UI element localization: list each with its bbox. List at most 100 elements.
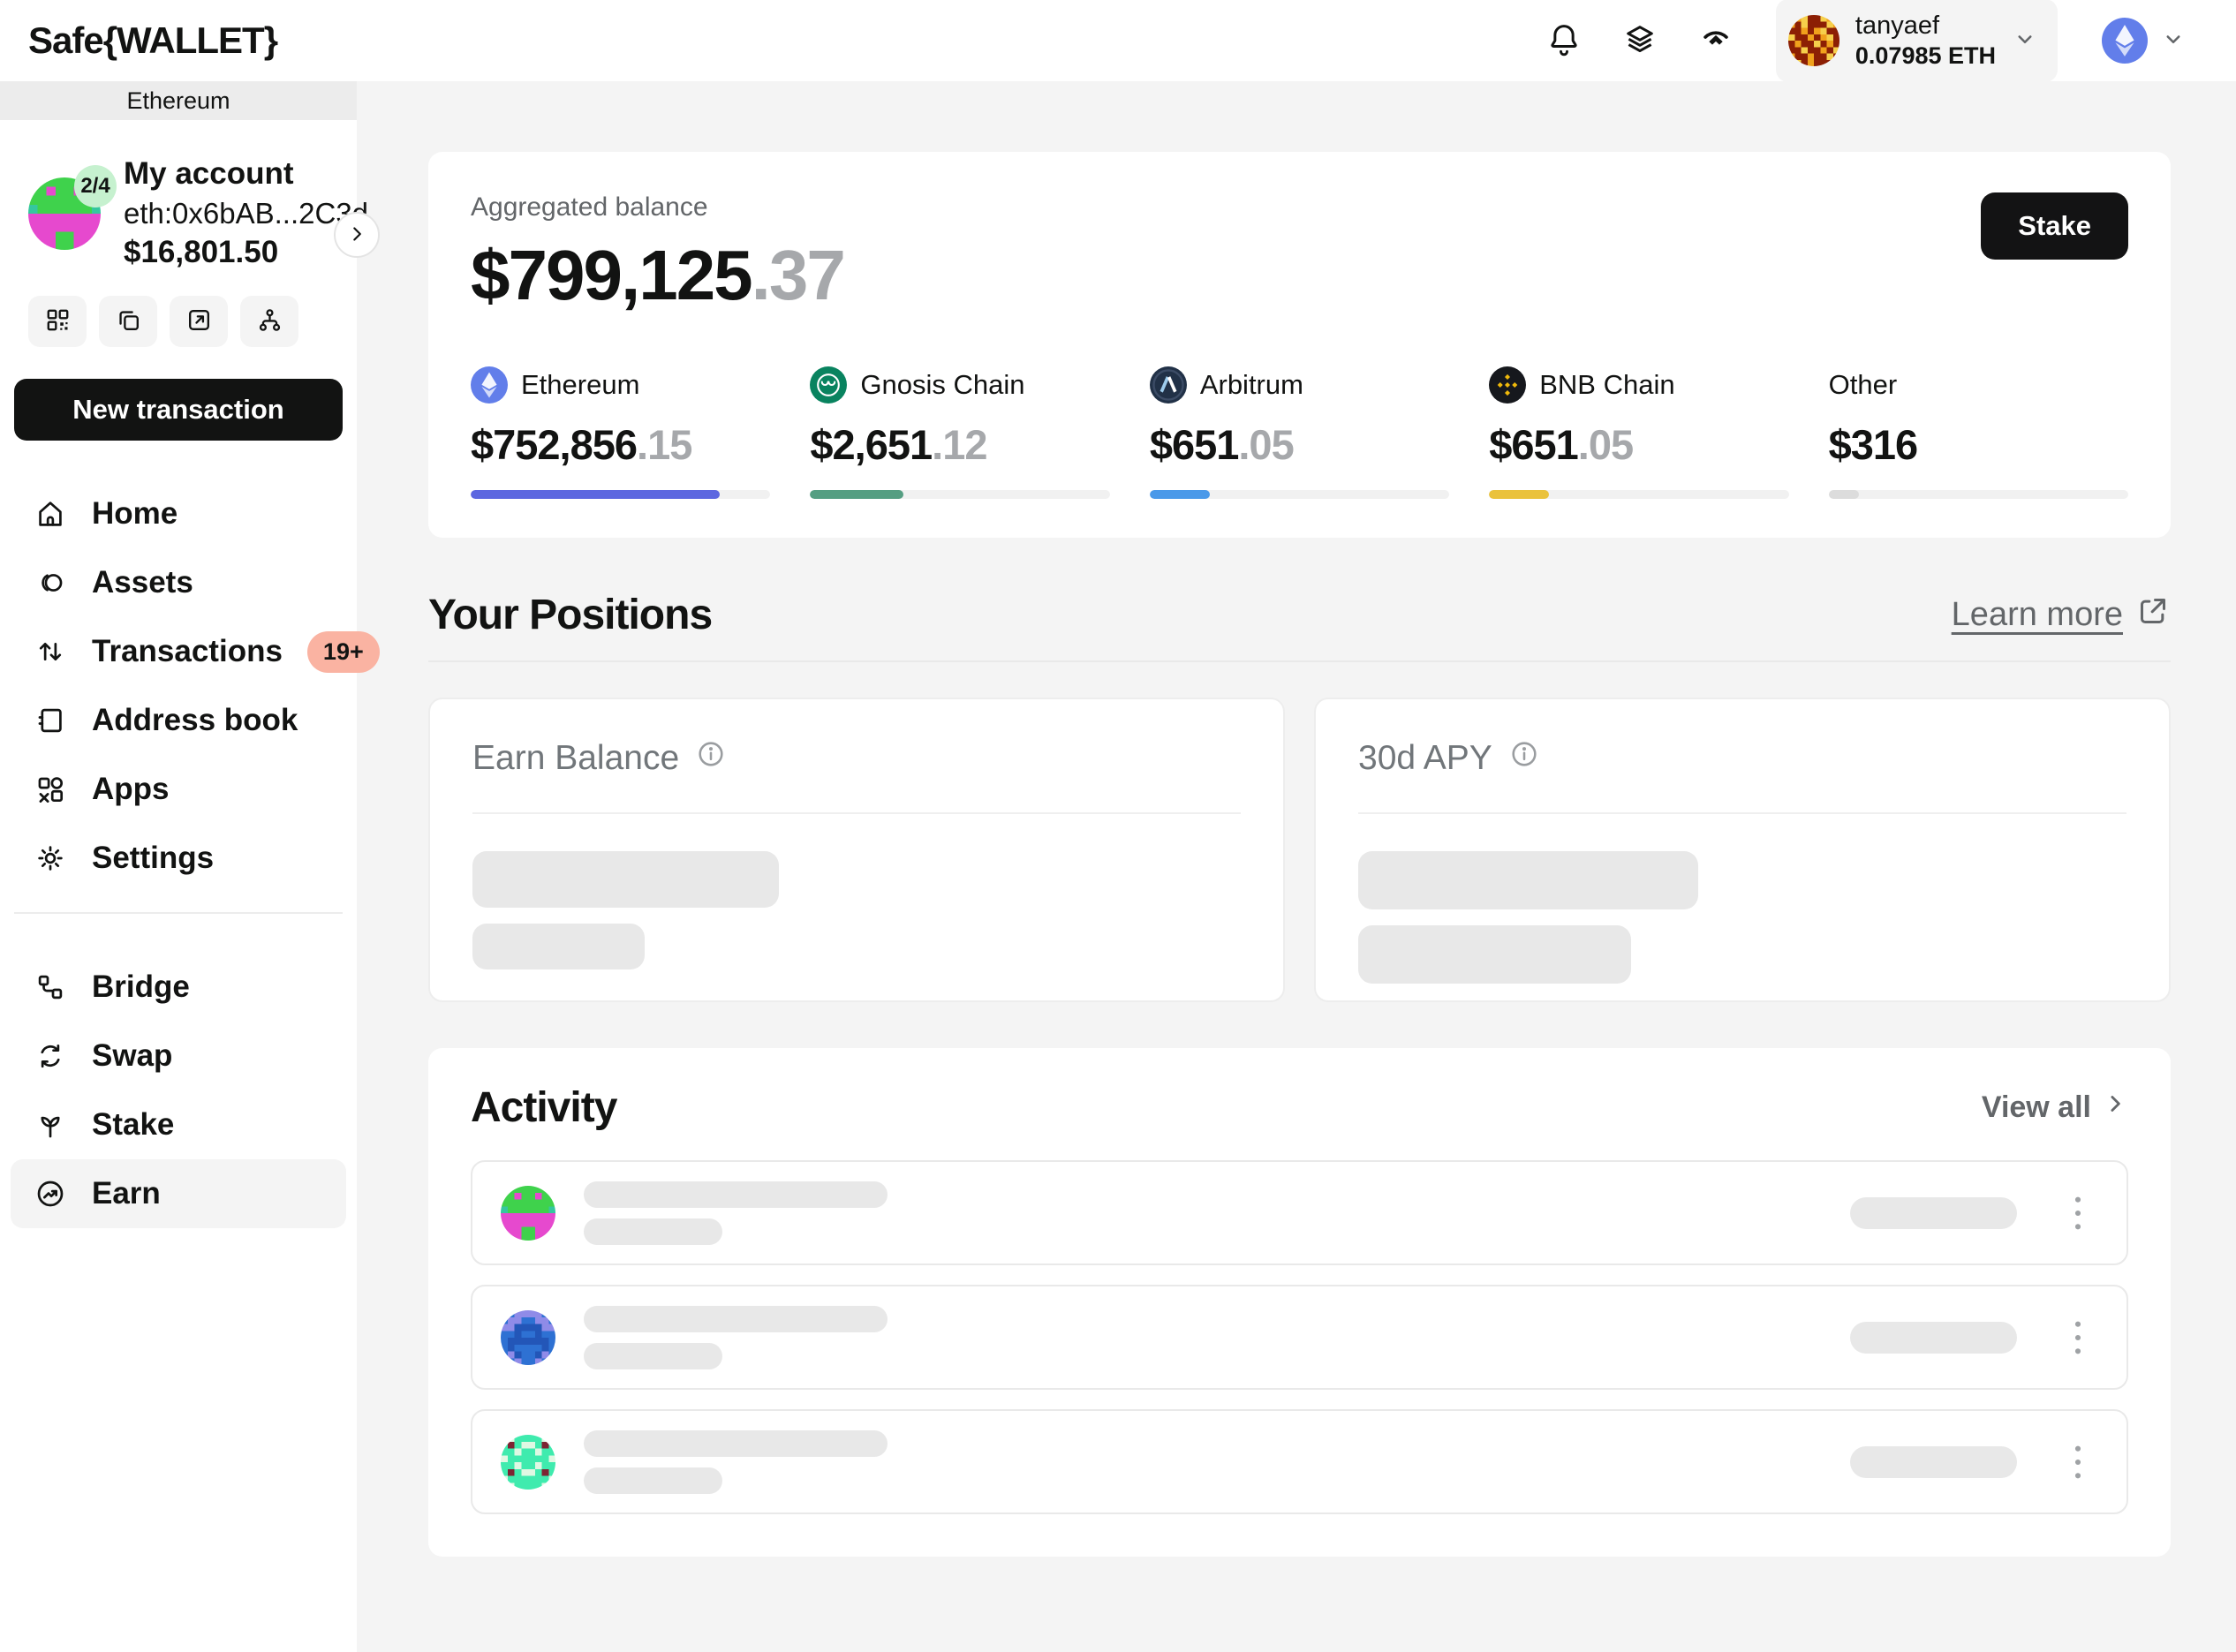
info-icon[interactable] [695,738,727,779]
open-explorer-button[interactable] [170,296,228,348]
apy-card: 30d APY [1314,698,2171,1002]
wallet-name: tanyaef [1855,11,1940,40]
ethereum-icon [2102,18,2148,64]
view-all-link[interactable]: View all [1982,1090,2128,1125]
sidebar-item-earn[interactable]: Earn [11,1159,346,1229]
balance-integer: $799,125 [471,236,753,314]
sidebar-item-label: Earn [92,1176,161,1211]
account-fiat-balance: $16,801.50 [124,234,279,269]
qr-code-button[interactable] [28,296,87,348]
org-structure-button[interactable] [240,296,298,348]
account-address: eth:0x6bAB...2C3d [124,196,369,230]
account-info: My account eth:0x6bAB...2C3d $16,801.50 [124,156,369,269]
sidebar-item-label: Home [92,496,178,532]
activity-row[interactable] [471,1409,2128,1514]
wallet-info: tanyaef 0.07985 ETH [1855,10,1996,72]
aggregated-balance-card: Aggregated balance $799,125.37 Stake Eth… [428,152,2171,538]
chain-progress-track [810,490,1110,499]
network-banner: Ethereum [0,81,357,120]
account-name: My account [124,156,294,191]
qr-code-icon [43,306,72,337]
chain-balance-arbitrum: Arbitrum $651.05 [1149,362,1450,499]
sidebar-nav-secondary: Bridge Swap Stake Earn [0,953,357,1229]
sidebar-item-label: Stake [92,1107,175,1143]
chevron-down-icon [2012,26,2038,57]
more-menu-icon[interactable] [2068,1315,2088,1361]
loading-skeleton [1850,1445,2017,1478]
loading-skeleton [584,1467,722,1494]
chain-progress-fill [471,490,720,499]
sidebar-item-label: Apps [92,772,170,807]
network-selector[interactable] [2091,9,2197,72]
walletconnect-icon [1697,21,1734,61]
address-book-icon [34,704,67,737]
app-header: Safe{WALLET} tanyaef 0.07985 ETH [0,0,2236,82]
copy-icon [114,306,143,337]
loading-skeleton [584,1305,888,1332]
earn-trend-icon [34,1177,67,1211]
sidebar-item-apps[interactable]: Apps [0,755,357,824]
loading-skeleton [584,1429,888,1457]
loading-skeleton [584,1218,722,1245]
chain-name: Ethereum [521,369,640,400]
connected-wallet-chip[interactable]: tanyaef 0.07985 ETH [1775,0,2058,82]
aggregated-balance-amount: $799,125.37 [471,235,2128,316]
sidebar-item-transactions[interactable]: Transactions 19+ [0,617,380,686]
loading-skeleton [1850,1321,2017,1354]
loading-skeleton [472,851,779,908]
earn-balance-card: Earn Balance [428,698,1285,1002]
header-actions: tanyaef 0.07985 ETH [1532,0,2197,82]
chain-progress-fill [1828,490,1859,499]
new-transaction-button[interactable]: New transaction [14,379,343,441]
chain-progress-track [1149,490,1450,499]
view-all-label: View all [1981,1090,2091,1124]
apy-title: 30d APY [1358,739,1492,777]
ethereum-icon [471,366,508,404]
sidebar-item-label: Assets [92,565,193,600]
wallet-balance: 0.07985 ETH [1855,42,1996,70]
learn-more-link[interactable]: Learn more [1952,593,2171,637]
activity-row[interactable] [471,1285,2128,1390]
chain-balance-other: Other $316 [1828,362,2129,499]
open-external-icon [185,306,214,337]
activity-avatar [501,1434,555,1490]
chain-balance-gnosis: Gnosis Chain $2,651.12 [810,362,1110,499]
chain-name: Arbitrum [1199,369,1303,400]
sidebar-item-home[interactable]: Home [0,479,357,548]
app-logo[interactable]: Safe{WALLET} [28,19,278,61]
activity-row[interactable] [471,1160,2128,1265]
sidebar-item-address-book[interactable]: Address book [0,686,357,755]
stake-seedling-icon [34,1108,67,1142]
sidebar-collapse-button[interactable] [334,212,380,258]
loading-skeleton [1358,925,1631,984]
account-avatar-wrap: 2/4 [28,164,117,250]
copy-address-button[interactable] [99,296,157,348]
chain-progress-track [1489,490,1789,499]
chain-progress-fill [1489,490,1550,499]
org-tree-icon [255,306,284,337]
sidebar-item-assets[interactable]: Assets [0,548,357,617]
notifications-button[interactable] [1532,9,1596,72]
earn-balance-title: Earn Balance [472,739,680,777]
sidebar-item-settings[interactable]: Settings [0,824,357,893]
account-actions [0,269,357,348]
arbitrum-icon [1149,366,1187,404]
sidebar-item-label: Bridge [92,969,190,1005]
stake-button[interactable]: Stake [1981,192,2128,260]
chain-name: Gnosis Chain [860,369,1025,400]
sidebar-divider [14,912,343,915]
more-menu-icon[interactable] [2068,1190,2088,1236]
sidebar-item-swap[interactable]: Swap [0,1022,357,1090]
info-icon[interactable] [1508,738,1540,779]
loading-skeleton [584,1181,888,1208]
more-menu-icon[interactable] [2068,1439,2088,1485]
apps-icon [34,773,67,806]
sidebar-item-bridge[interactable]: Bridge [0,953,357,1022]
chevron-right-icon [2102,1090,2128,1125]
balance-decimals: .37 [751,236,846,314]
walletconnect-button[interactable] [1684,9,1748,72]
sidebar-item-label: Address book [92,703,298,738]
sidebar-item-stake[interactable]: Stake [0,1090,357,1159]
transactions-icon [34,635,67,668]
batch-button[interactable] [1608,9,1672,72]
